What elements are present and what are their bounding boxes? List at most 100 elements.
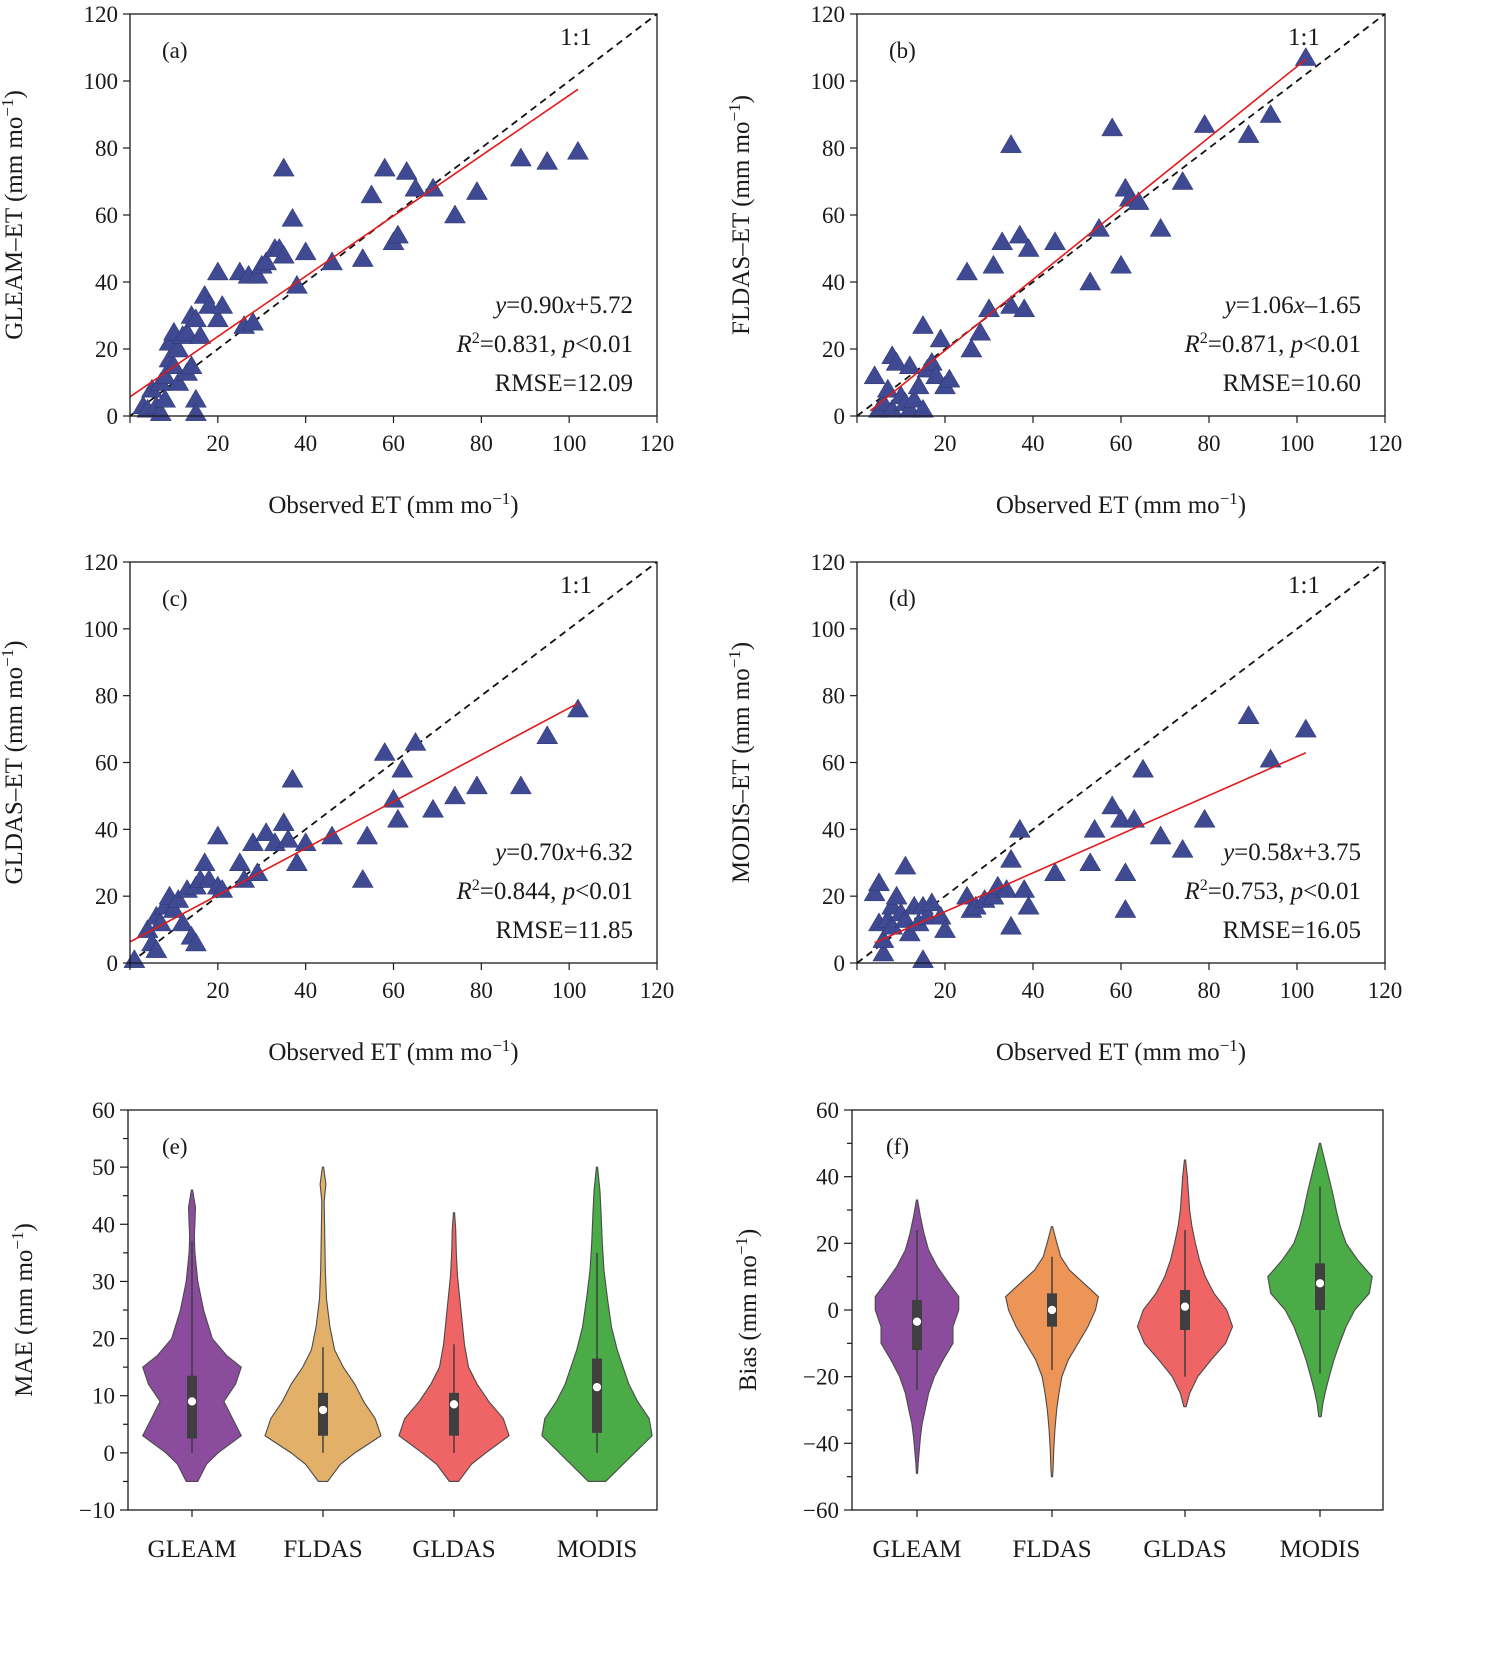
equation-part: +5.72 bbox=[575, 292, 633, 319]
r-squared-part: p bbox=[561, 331, 576, 358]
x-tick-label: 60 bbox=[382, 978, 405, 1003]
r-squared: R2=0.831, p<0.01 bbox=[456, 330, 634, 358]
y-tick-label: 120 bbox=[811, 2, 846, 27]
data-point bbox=[912, 398, 934, 418]
x-tick-label: 60 bbox=[1110, 978, 1133, 1003]
iqr-box bbox=[592, 1358, 602, 1433]
r-squared-part: =0.753, bbox=[1208, 878, 1291, 905]
y-tick-label: 50 bbox=[92, 1155, 115, 1180]
data-point bbox=[386, 224, 409, 244]
x-axis-title: Observed ET (mm mo−1) bbox=[268, 1036, 518, 1066]
x-tick-label: 100 bbox=[1280, 978, 1315, 1003]
x-axis-title-superscript: −1 bbox=[1220, 1036, 1238, 1055]
data-point bbox=[211, 878, 234, 898]
data-point bbox=[1008, 818, 1031, 838]
y-tick-label: 80 bbox=[95, 136, 118, 161]
data-point bbox=[189, 325, 212, 344]
data-point bbox=[863, 365, 886, 385]
equation-part: =0.70 bbox=[506, 839, 564, 866]
data-point bbox=[466, 181, 488, 200]
y-axis-title-text: MAE (mm mo bbox=[11, 1250, 38, 1397]
median-marker bbox=[449, 1399, 459, 1410]
x-tick-label: 20 bbox=[934, 431, 957, 456]
x-axis-title-close: ) bbox=[1238, 1039, 1246, 1066]
x-tick-label: 80 bbox=[1198, 431, 1221, 456]
median-marker bbox=[592, 1382, 602, 1392]
data-point bbox=[885, 351, 908, 371]
y-axis-title: MODIS–ET (mm mo−1) bbox=[725, 642, 755, 883]
y-axis-title-superscript: −1 bbox=[725, 650, 744, 668]
x-tick-label: 100 bbox=[552, 431, 587, 456]
y-tick-label: 10 bbox=[92, 1384, 115, 1409]
data-point bbox=[246, 264, 269, 284]
y-axis-title-close: ) bbox=[1, 90, 28, 98]
data-point bbox=[868, 872, 890, 892]
y-tick-label: 20 bbox=[816, 1231, 839, 1256]
data-point bbox=[1193, 808, 1216, 828]
y-tick-label: 60 bbox=[92, 1098, 115, 1123]
x-axis-title-superscript: −1 bbox=[492, 1036, 510, 1055]
data-point bbox=[898, 355, 921, 374]
category-label: GLDAS bbox=[412, 1536, 495, 1563]
r-squared-part: <0.01 bbox=[1303, 878, 1361, 905]
x-axis-title-text: Observed ET (mm mo bbox=[268, 492, 492, 519]
data-point bbox=[162, 899, 185, 918]
data-point bbox=[294, 241, 317, 261]
y-axis-title-superscript: −1 bbox=[0, 99, 17, 117]
x-tick-label: 40 bbox=[294, 978, 317, 1003]
data-point bbox=[567, 698, 589, 718]
y-tick-label: 60 bbox=[95, 203, 118, 228]
y-axis-title: MAE (mm mo−1) bbox=[8, 1223, 38, 1397]
one-to-one-line bbox=[856, 561, 1386, 964]
y-tick-label: 30 bbox=[92, 1269, 115, 1294]
data-point bbox=[145, 939, 168, 958]
x-axis-title-close: ) bbox=[510, 1039, 518, 1066]
x-tick-label: 60 bbox=[382, 431, 405, 456]
panel-label: (b) bbox=[889, 38, 916, 63]
median-marker bbox=[318, 1405, 328, 1415]
regression-line bbox=[874, 752, 1307, 944]
y-tick-label: −10 bbox=[79, 1498, 115, 1523]
data-point bbox=[255, 822, 278, 841]
x-tick-label: 80 bbox=[470, 978, 493, 1003]
category-label: GLEAM bbox=[148, 1536, 237, 1563]
scatter-panel-c: 0 20 40 60 80 100 120 20 40 60 80 100 120 Observed ET… bbox=[0, 550, 674, 1066]
median-marker bbox=[187, 1396, 197, 1407]
data-point bbox=[920, 892, 943, 912]
equation-part: +3.75 bbox=[1303, 839, 1361, 866]
equation-part: x bbox=[563, 292, 575, 319]
data-point bbox=[444, 785, 466, 805]
data-point bbox=[351, 248, 374, 267]
y-tick-label: 0 bbox=[834, 404, 846, 429]
x-tick-label: 20 bbox=[206, 431, 229, 456]
iqr-box bbox=[449, 1392, 459, 1436]
y-tick-label: 60 bbox=[822, 203, 845, 228]
data-point bbox=[567, 140, 589, 160]
r-squared-part: R bbox=[1184, 878, 1200, 905]
regression-equation: y=0.90x+5.72 bbox=[492, 292, 633, 319]
y-axis-title-close: ) bbox=[11, 1223, 38, 1231]
y-tick-label: 100 bbox=[811, 69, 846, 94]
data-point bbox=[995, 878, 1018, 898]
data-point bbox=[1114, 899, 1137, 918]
data-point bbox=[1259, 748, 1282, 768]
r-squared-part: p bbox=[1289, 878, 1304, 905]
y-tick-label: 100 bbox=[84, 617, 119, 642]
one-to-one-label: 1:1 bbox=[560, 24, 592, 51]
x-tick-label: 120 bbox=[640, 978, 675, 1003]
data-point bbox=[272, 244, 295, 264]
r-squared-part: R bbox=[456, 878, 472, 905]
data-point bbox=[1088, 217, 1110, 237]
data-point bbox=[404, 731, 427, 751]
data-point bbox=[395, 160, 418, 180]
y-tick-label: 40 bbox=[95, 270, 118, 295]
data-point bbox=[1083, 818, 1106, 838]
regression-line bbox=[129, 88, 579, 398]
violin-fldas bbox=[264, 1166, 382, 1482]
r-squared: R2=0.871, p<0.01 bbox=[1184, 330, 1362, 358]
data-point bbox=[1000, 848, 1022, 868]
y-tick-label: 100 bbox=[811, 617, 846, 642]
x-axis-title-text: Observed ET (mm mo bbox=[996, 1039, 1220, 1066]
data-point bbox=[1017, 238, 1040, 257]
data-point bbox=[1123, 808, 1146, 828]
